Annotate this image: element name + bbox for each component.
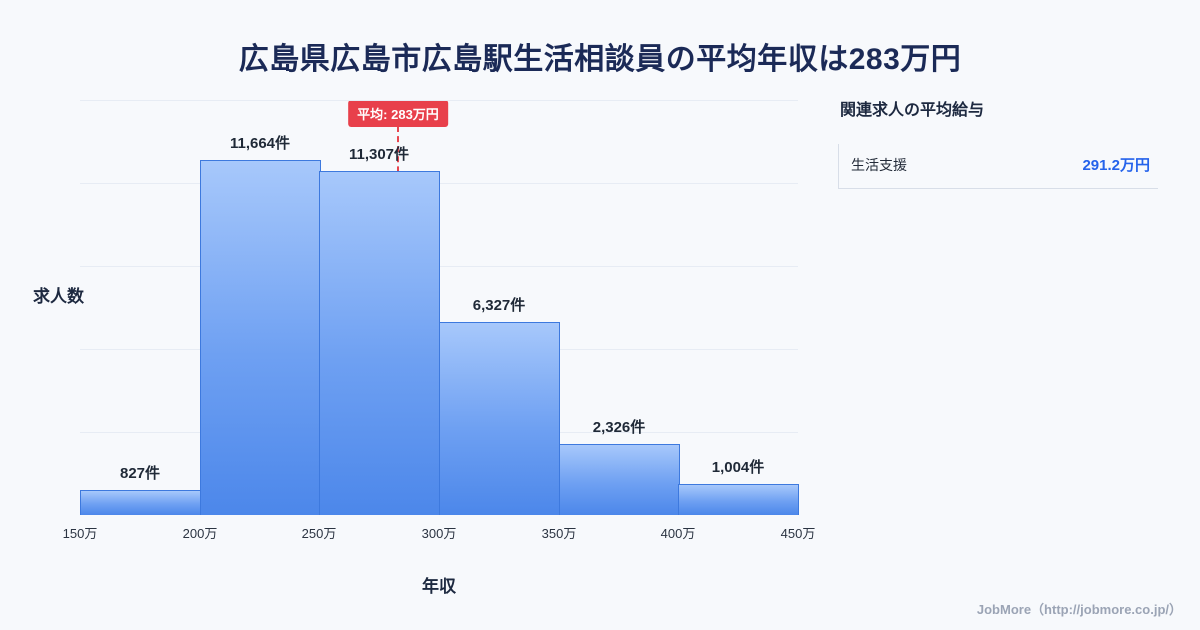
footer-credit: JobMore（http://jobmore.co.jp/） xyxy=(976,602,1182,617)
histogram-bar xyxy=(200,160,321,515)
histogram-plot-area: 平均: 283万円 827件 11,664件 11,307件 6,327件 2,326件… xyxy=(63,100,815,541)
side-panel-title: 関連求人の平均給与 xyxy=(840,102,985,119)
histogram-bar xyxy=(439,322,560,515)
bar-value-label: 11,664件 xyxy=(229,135,291,152)
average-badge: 平均: 283万円 xyxy=(348,100,448,127)
bar-value-label: 827件 xyxy=(119,465,161,482)
side-panel-row-label: 生活支援 xyxy=(851,156,907,173)
x-tick-label: 400万 xyxy=(660,526,696,541)
histogram-bar xyxy=(678,484,799,515)
histogram-bar xyxy=(80,490,201,515)
x-axis-title: 年収 xyxy=(422,577,456,596)
bar-value-label: 11,307件 xyxy=(348,146,410,163)
y-axis-title: 求人数 xyxy=(33,287,84,306)
side-panel-row-value: 291.2万円 xyxy=(1082,157,1150,174)
x-tick-label: 450万 xyxy=(780,526,816,541)
side-panel-row: 生活支援 291.2万円 xyxy=(838,144,1158,189)
x-tick-label: 250万 xyxy=(301,526,337,541)
x-tick-label: 150万 xyxy=(62,526,98,541)
x-tick-label: 200万 xyxy=(182,526,218,541)
bar-value-label: 1,004件 xyxy=(711,459,765,476)
gridline xyxy=(80,100,798,101)
bar-value-label: 2,326件 xyxy=(592,419,646,436)
x-tick-label: 350万 xyxy=(541,526,577,541)
histogram-bar xyxy=(559,444,680,515)
page-title: 広島県広島市広島駅生活相談員の平均年収は283万円 xyxy=(238,43,962,76)
x-tick-label: 300万 xyxy=(421,526,457,541)
histogram-bar xyxy=(319,171,440,515)
bar-value-label: 6,327件 xyxy=(472,297,526,314)
